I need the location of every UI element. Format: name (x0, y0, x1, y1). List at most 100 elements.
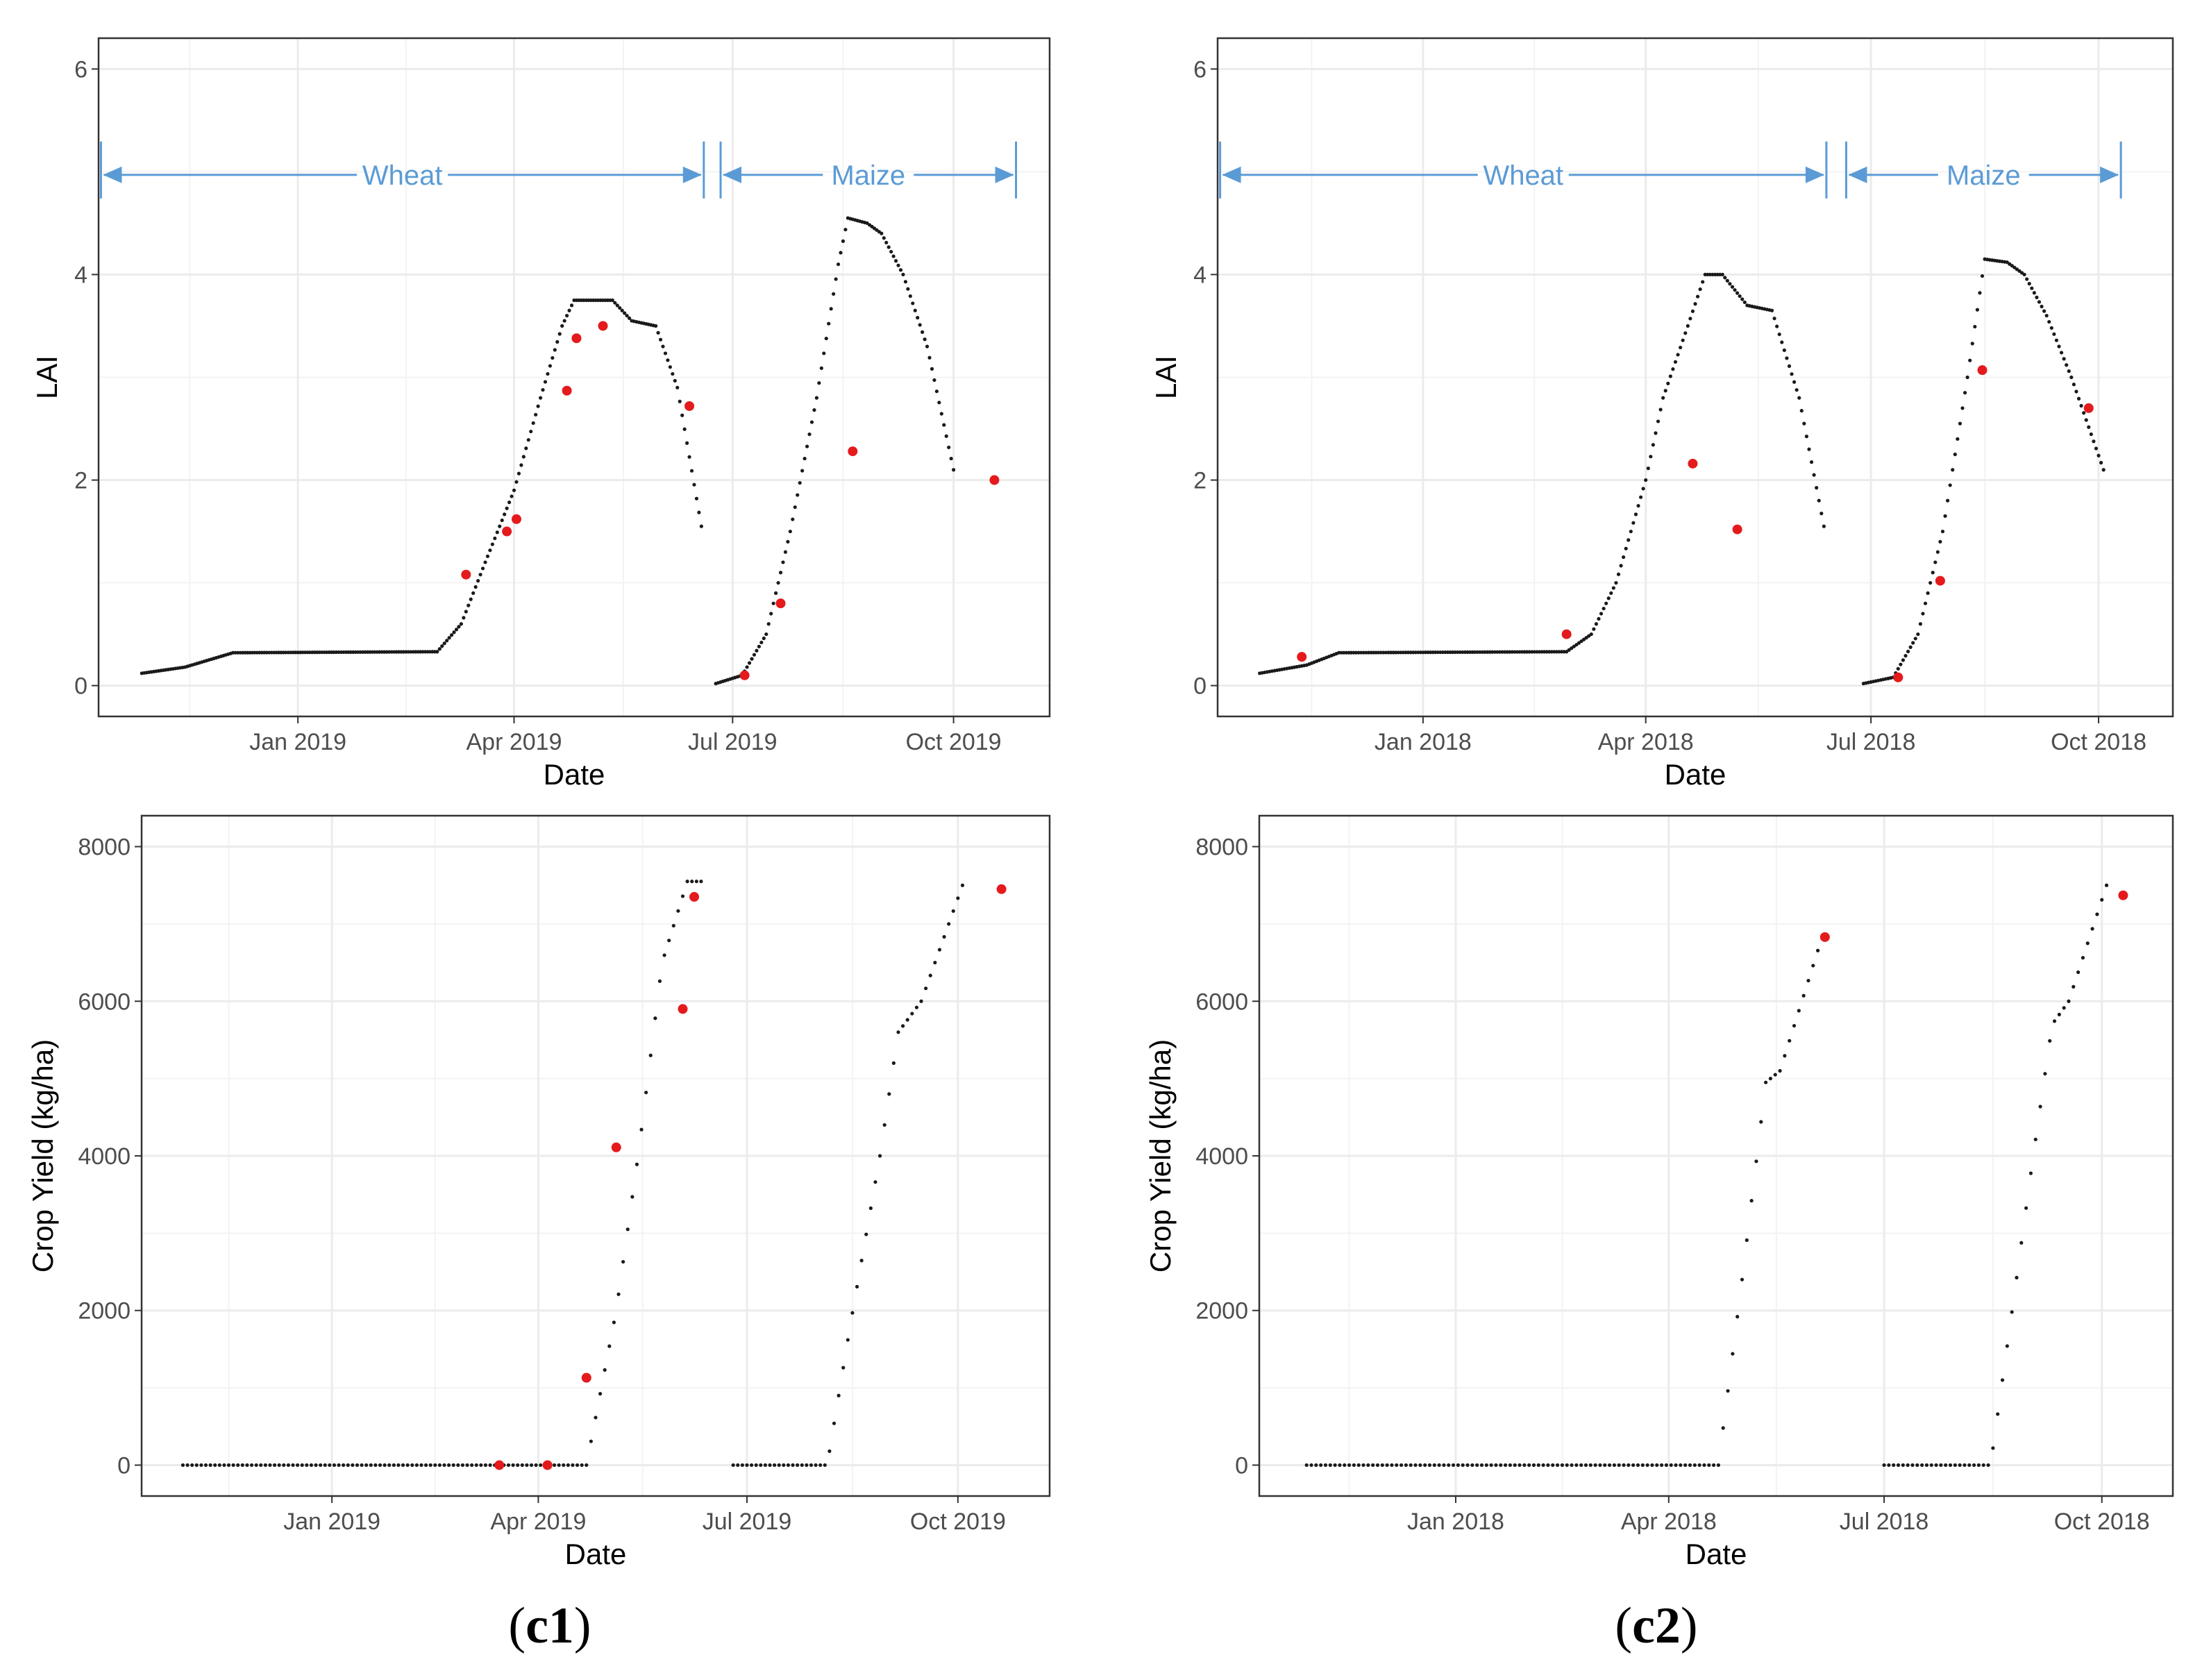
simulated-point (185, 1463, 190, 1468)
simulated-point (526, 438, 530, 442)
simulated-point (1968, 358, 1972, 362)
simulated-point (1607, 1463, 1612, 1468)
simulated-point (1427, 1463, 1432, 1468)
observed-point (1977, 365, 1987, 376)
simulated-point (1802, 421, 1806, 426)
simulated-point (323, 1463, 327, 1468)
simulated-point (319, 1463, 323, 1468)
simulated-point (328, 1463, 332, 1468)
simulated-point (525, 1463, 529, 1468)
simulated-point (942, 934, 946, 939)
simulated-point (809, 1463, 814, 1468)
simulated-point (1698, 287, 1702, 292)
simulated-point (1388, 650, 1393, 655)
simulated-point (1775, 324, 1779, 328)
simulated-point (1557, 650, 1561, 654)
caption-c2-close: ) (1680, 1597, 1698, 1654)
simulated-point (1339, 650, 1343, 655)
simulated-point (1484, 1463, 1488, 1468)
simulated-point (1379, 650, 1383, 655)
simulated-point (217, 1463, 221, 1468)
observed-point (2083, 403, 2094, 413)
simulated-point (1619, 564, 1623, 568)
simulated-point (1375, 1463, 1380, 1468)
simulated-point (1401, 650, 1405, 655)
season-arrowhead-right (682, 166, 702, 183)
simulated-point (1513, 1463, 1517, 1468)
simulated-point (342, 1463, 346, 1468)
simulated-point (1695, 294, 1700, 299)
simulated-point (1730, 285, 1735, 289)
simulated-point (1451, 650, 1455, 655)
simulated-point (1644, 478, 1648, 482)
observed-series (461, 321, 1000, 680)
plot-frame (1216, 37, 2174, 718)
simulated-point (817, 381, 821, 385)
simulated-point (1352, 650, 1356, 655)
simulated-point (925, 344, 930, 348)
simulated-point (437, 1463, 442, 1468)
simulated-point (1707, 1463, 1711, 1468)
simulated-point (392, 1463, 396, 1468)
simulated-point (268, 1463, 272, 1468)
simulated-point (832, 292, 836, 296)
simulated-point (1612, 1463, 1616, 1468)
simulated-series-2 (731, 883, 965, 1468)
observed-point (1935, 576, 1945, 586)
simulated-point (552, 1463, 557, 1468)
simulated-point (903, 280, 908, 284)
simulated-point (1333, 1463, 1337, 1468)
observed-point (848, 446, 858, 457)
simulated-point (928, 973, 932, 977)
simulated-point (351, 1463, 355, 1468)
y-tick-label: 0 (74, 673, 87, 700)
simulated-point (1594, 622, 1599, 626)
x-axis-title: Date (544, 758, 605, 791)
observed-point (1297, 652, 1307, 662)
simulated-point (1598, 1463, 1602, 1468)
simulated-point (822, 351, 826, 355)
simulated-point (1975, 308, 1979, 312)
simulated-point (1951, 468, 1955, 472)
simulated-point (1887, 1463, 1891, 1468)
simulated-point (1646, 467, 1650, 471)
simulated-point (519, 463, 523, 467)
simulated-point (1371, 1463, 1375, 1468)
simulated-point (1683, 1463, 1688, 1468)
simulated-point (786, 1463, 791, 1468)
simulated-point (933, 960, 937, 965)
simulated-point (824, 336, 828, 341)
simulated-point (2010, 1310, 2014, 1314)
simulated-point (495, 530, 499, 535)
simulated-point (1503, 1463, 1508, 1468)
simulated-point (798, 480, 802, 485)
season-maize: Maize (1844, 141, 2122, 199)
simulated-point (1488, 650, 1492, 654)
y-tick-label: 4000 (78, 1143, 131, 1170)
simulated-point (618, 305, 622, 310)
simulated-point (843, 228, 848, 232)
simulated-point (1703, 272, 1707, 277)
simulated-point (2028, 1171, 2033, 1175)
simulated-point (1716, 1463, 1721, 1468)
simulated-point (2079, 403, 2083, 408)
simulated-point (396, 1463, 401, 1468)
simulated-point (896, 263, 900, 267)
simulated-point (923, 337, 927, 342)
simulated-point (272, 1463, 277, 1468)
simulated-point (1438, 650, 1443, 655)
simulated-point (829, 307, 833, 311)
simulated-point (2025, 277, 2029, 281)
simulated-point (846, 1338, 850, 1342)
x-tick-label: Jan 2019 (283, 1509, 380, 1535)
simulated-point (1763, 1080, 1768, 1084)
simulated-point (1309, 1463, 1313, 1468)
simulated-point (2037, 300, 2042, 304)
simulated-point (471, 591, 476, 595)
simulated-point (956, 896, 960, 900)
simulated-point (1622, 555, 1626, 560)
simulated-point (1416, 650, 1420, 655)
simulated-point (2094, 446, 2099, 451)
simulated-point (2076, 396, 2081, 401)
simulated-point (1953, 452, 1957, 457)
